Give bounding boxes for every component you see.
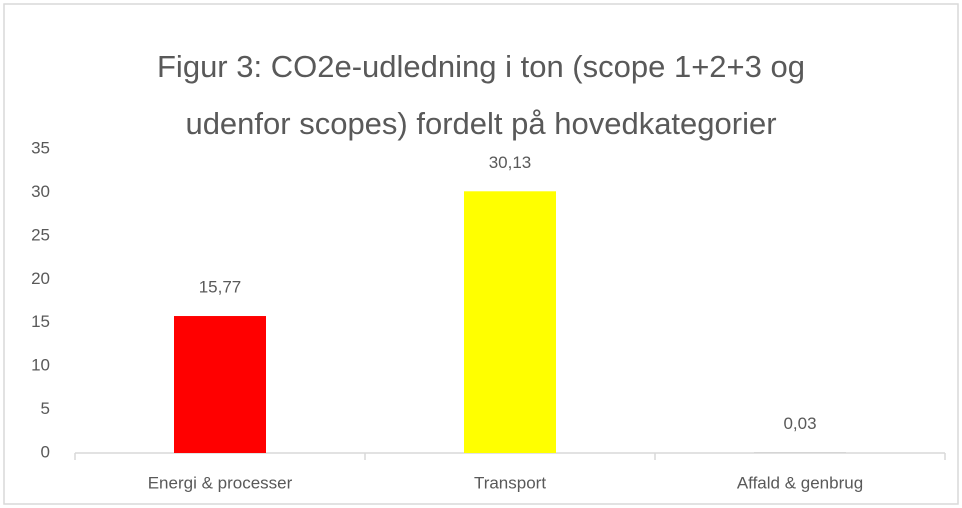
x-tick-label: Energi & processer bbox=[148, 473, 293, 492]
y-tick-label: 30 bbox=[31, 182, 50, 201]
data-label: 0,03 bbox=[783, 414, 816, 433]
x-tick-label: Transport bbox=[474, 473, 546, 492]
y-tick-label: 20 bbox=[31, 269, 50, 288]
y-tick-label: 0 bbox=[41, 442, 50, 461]
data-label: 15,77 bbox=[199, 278, 242, 297]
x-tick-label: Affald & genbrug bbox=[737, 473, 863, 492]
bar bbox=[464, 191, 556, 453]
chart-title: Figur 3: CO2e-udledning i ton (scope 1+2… bbox=[157, 49, 805, 141]
data-label: 30,13 bbox=[489, 153, 532, 172]
y-tick-label: 15 bbox=[31, 312, 50, 331]
y-tick-label: 25 bbox=[31, 225, 50, 244]
y-tick-label: 35 bbox=[31, 138, 50, 157]
bar bbox=[174, 316, 266, 453]
y-tick-label: 10 bbox=[31, 356, 50, 375]
y-tick-label: 5 bbox=[41, 399, 50, 418]
